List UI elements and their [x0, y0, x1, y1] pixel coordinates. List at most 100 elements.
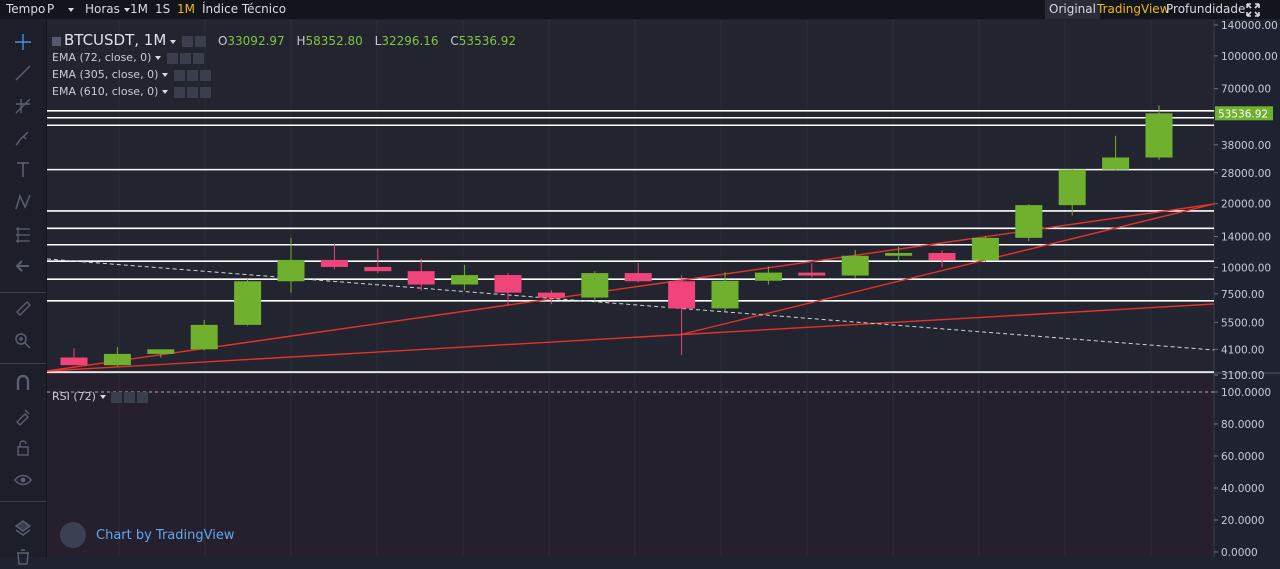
hide-icon[interactable]	[195, 36, 207, 47]
last-price-label: 53536.92	[1218, 108, 1268, 120]
trendline-dashed[interactable]	[46, 258, 1215, 351]
fib-icon[interactable]	[11, 223, 35, 247]
settings-icon[interactable]	[111, 391, 123, 403]
price-chart[interactable]: 140000.00 100000.00 70000.00 38000.00 28000.…	[46, 20, 1280, 559]
top-toolbar: Tempo P Horas 1M 1S 1M Índice Técnico Or…	[0, 0, 1280, 19]
back-arrow-icon[interactable]	[11, 254, 35, 278]
candle-body[interactable]	[928, 252, 956, 261]
candle-body[interactable]	[754, 272, 782, 281]
settings-icon[interactable]	[166, 52, 178, 64]
candle-body[interactable]	[190, 324, 218, 350]
zoom-icon[interactable]	[11, 329, 35, 353]
tempo-label: Tempo	[6, 2, 46, 16]
trendline-from-low[interactable]	[678, 203, 1215, 336]
candle-body[interactable]	[885, 252, 913, 256]
pattern-icon[interactable]	[11, 190, 35, 214]
candle-body[interactable]	[798, 272, 826, 276]
hide-icon[interactable]	[179, 52, 191, 64]
ruler-icon[interactable]	[11, 296, 35, 320]
lock-drawing-icon[interactable]	[11, 404, 35, 428]
chevron-down-icon[interactable]	[170, 39, 177, 44]
settings-icon[interactable]	[173, 86, 185, 98]
price-tick-label: 4100.00	[1221, 344, 1264, 356]
timeframe-1m-button[interactable]: 1M	[130, 2, 148, 16]
candle-body[interactable]	[494, 275, 522, 293]
candle-body[interactable]	[668, 281, 696, 309]
indicator-rsi[interactable]: RSI (72)	[52, 390, 149, 403]
watermark-text: Chart by TradingView	[96, 528, 235, 543]
chevron-down-icon[interactable]	[155, 56, 162, 60]
fullscreen-icon[interactable]	[1246, 0, 1260, 19]
close-icon[interactable]	[199, 86, 211, 98]
trash-icon[interactable]	[11, 545, 35, 569]
crosshair-icon[interactable]	[11, 30, 35, 54]
hide-icon[interactable]	[186, 86, 198, 98]
candle-body[interactable]	[451, 275, 479, 285]
candles	[60, 105, 1173, 367]
timeframe-1mo-button[interactable]: 1M	[177, 2, 195, 16]
hide-icon[interactable]	[124, 391, 136, 403]
candle-body[interactable]	[1015, 205, 1043, 238]
last-price-badge	[1215, 106, 1273, 121]
indicators-button[interactable]: Índice Técnico	[202, 2, 287, 16]
main-pane-bg	[47, 20, 1214, 374]
horizontal-levels	[47, 110, 1214, 373]
trendline-icon[interactable]	[11, 61, 35, 85]
candle-body[interactable]	[320, 259, 348, 267]
magnet-icon[interactable]	[11, 371, 35, 395]
eye-icon[interactable]	[11, 468, 35, 492]
symbol-select[interactable]: P	[47, 0, 75, 19]
candle-body[interactable]	[147, 349, 175, 354]
candle-body[interactable]	[1102, 157, 1130, 170]
candle-body[interactable]	[971, 237, 999, 261]
sidebar-divider	[0, 292, 46, 293]
candle-body[interactable]	[60, 357, 88, 366]
candle-body[interactable]	[103, 353, 131, 366]
settings-icon[interactable]	[182, 36, 194, 47]
close-icon[interactable]	[192, 52, 204, 64]
pitchfork-icon[interactable]	[11, 94, 35, 118]
chart-area[interactable]: 140000.00 100000.00 70000.00 38000.00 28000.…	[46, 20, 1280, 559]
candle-body[interactable]	[407, 271, 435, 285]
candle-body[interactable]	[364, 266, 392, 272]
price-tick-label: 14000.00	[1221, 232, 1271, 244]
candle-body[interactable]	[841, 255, 869, 276]
collapse-icon[interactable]	[52, 37, 61, 46]
price-tick-label: 28000.00	[1221, 168, 1271, 180]
chevron-down-icon[interactable]	[99, 395, 106, 399]
rsi-tick-label: 0.0000	[1221, 547, 1258, 557]
indicator-ema-305[interactable]: EMA (305, close, 0)	[52, 68, 211, 81]
indicator-ema-72[interactable]: EMA (72, close, 0)	[52, 51, 204, 64]
lock-icon[interactable]	[11, 436, 35, 460]
close-icon[interactable]	[137, 391, 149, 403]
candle-body[interactable]	[234, 281, 262, 325]
timeframe-1s-button[interactable]: 1S	[155, 2, 171, 16]
settings-icon[interactable]	[173, 69, 185, 81]
tradingview-tab[interactable]: TradingView	[1097, 2, 1170, 16]
candle-body[interactable]	[277, 259, 305, 282]
candle-body[interactable]	[537, 292, 565, 298]
brush-icon[interactable]	[11, 126, 35, 150]
candle-body[interactable]	[581, 273, 609, 298]
interval-select[interactable]: Horas	[85, 0, 130, 19]
text-icon[interactable]	[11, 158, 35, 182]
original-view-tab[interactable]: Original	[1045, 0, 1100, 19]
candle-body[interactable]	[711, 280, 739, 309]
hide-icon[interactable]	[186, 69, 198, 81]
low-value: 32296.16	[381, 34, 439, 48]
indicator-ema-610[interactable]: EMA (610, close, 0)	[52, 85, 211, 98]
low-label: L	[374, 34, 382, 48]
candle-body[interactable]	[624, 273, 652, 282]
price-tick-label: 100000.00	[1221, 51, 1278, 63]
depth-tab[interactable]: Profundidade	[1166, 2, 1246, 16]
price-legend: BTCUSDT, 1M O33092.97 H58352.80 L32296.1…	[52, 31, 516, 49]
close-icon[interactable]	[199, 69, 211, 81]
chevron-down-icon[interactable]	[162, 73, 169, 77]
chevron-down-icon[interactable]	[162, 90, 169, 94]
candle-body[interactable]	[1058, 169, 1086, 206]
trendline-lower[interactable]	[46, 303, 1215, 372]
trendlines	[46, 203, 1215, 372]
chevron-down-icon	[68, 7, 75, 12]
candle-body[interactable]	[1145, 113, 1173, 158]
layers-icon[interactable]	[11, 516, 35, 540]
